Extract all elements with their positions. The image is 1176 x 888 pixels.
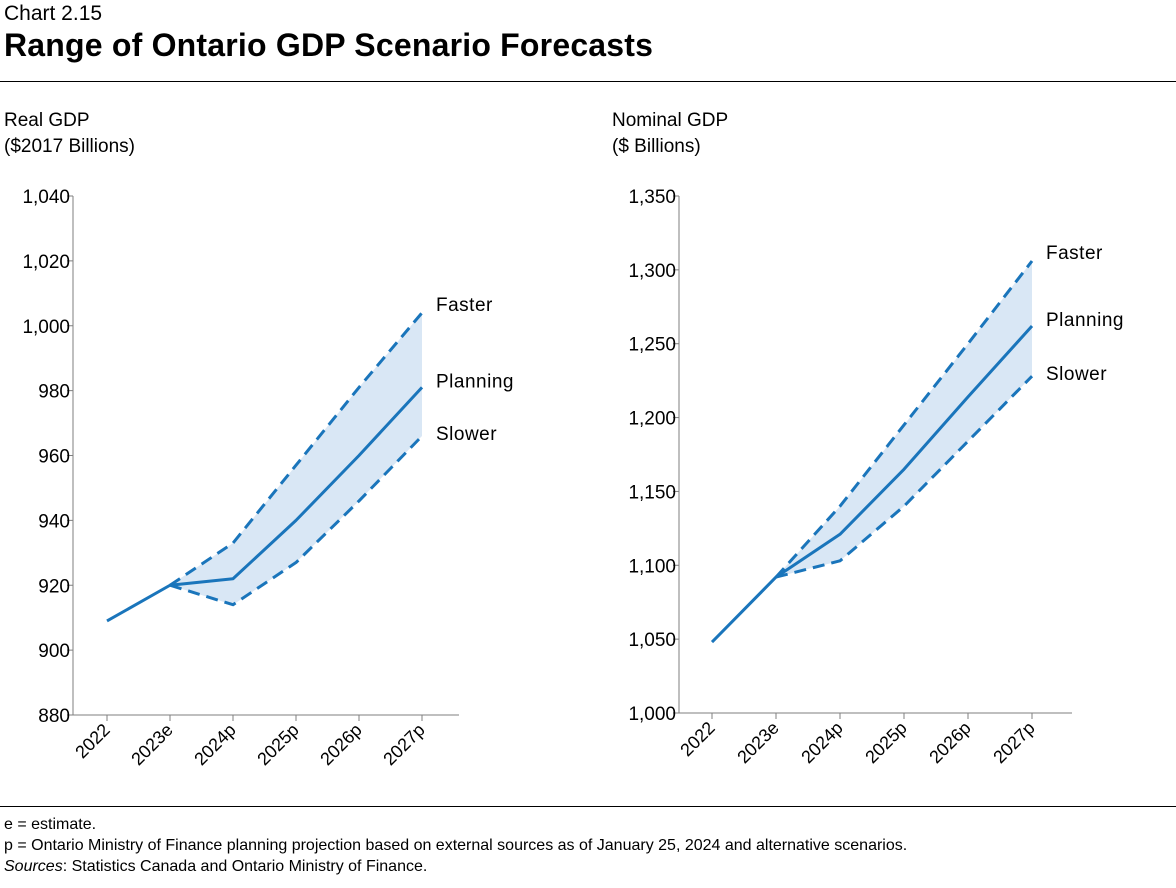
nominal-y-tick-label: 1,050	[628, 630, 676, 651]
real-y-tick-label: 920	[38, 576, 70, 597]
real-series-faster	[169, 311, 424, 587]
nominal-x-tick-label: 2027p	[989, 718, 1039, 768]
nominal-label-planning: Planning	[1046, 310, 1124, 331]
real-x-tick-label: 2022	[71, 720, 113, 762]
nominal-label-slower: Slower	[1046, 364, 1107, 385]
chart-number: Chart 2.15	[4, 2, 103, 25]
real-y-tick-label: 880	[38, 706, 70, 727]
real-y-tick-label: 940	[38, 511, 70, 532]
chart-header: Chart 2.15 Range of Ontario GDP Scenario…	[4, 2, 653, 64]
nominal-label-faster: Faster	[1046, 243, 1103, 264]
nominal-y-tick-label: 1,250	[628, 335, 676, 356]
chart-notes: e = estimate. p = Ontario Ministry of Fi…	[4, 814, 907, 877]
left-unit-line1: Real GDP	[4, 110, 90, 131]
nominal-x-tick-label: 2025p	[861, 718, 911, 768]
real-label-faster: Faster	[436, 295, 493, 316]
real-x-tick-label: 2023e	[127, 720, 177, 770]
nominal-y-tick-label: 1,200	[628, 409, 676, 430]
nominal-gdp-chart: 1,000 1,050 1,100 1,150 1,200 1,250 1,300 1,350…	[628, 187, 1124, 768]
nominal-scenario-band	[776, 260, 1032, 578]
right-unit-line2: ($ Billions)	[612, 136, 701, 157]
right-chart-unit-label: Nominal GDP ($ Billions)	[612, 108, 728, 160]
note-projection: p = Ontario Ministry of Finance planning…	[4, 837, 908, 854]
real-y-tick-label: 900	[38, 641, 70, 662]
nominal-x-tick-label: 2024p	[797, 718, 847, 768]
nominal-series-faster	[774, 260, 1034, 579]
right-unit-line1: Nominal GDP	[612, 110, 729, 131]
notes-rule	[0, 806, 1176, 807]
sources-label: Sources	[4, 858, 63, 875]
nominal-x-tick-label: 2023e	[733, 718, 783, 768]
real-y-tick-label: 1,000	[22, 317, 70, 338]
real-y-tick-label: 1,020	[22, 252, 70, 273]
real-x-tick-label: 2025p	[253, 720, 303, 770]
nominal-x-tick-label: 2026p	[925, 718, 975, 768]
chart-title: Range of Ontario GDP Scenario Forecasts	[4, 27, 654, 63]
real-x-tick-label: 2024p	[190, 720, 240, 770]
real-y-tick-label: 1,040	[22, 187, 70, 208]
real-y-tick-label: 960	[38, 447, 70, 468]
real-y-tick-label: 980	[38, 382, 70, 403]
header-rule	[0, 81, 1176, 82]
nominal-series-planning	[710, 324, 1034, 644]
real-x-tick-label: 2026p	[316, 720, 366, 770]
real-label-planning: Planning	[436, 371, 514, 392]
nominal-y-tick-label: 1,000	[628, 704, 676, 725]
real-scenario-band	[170, 312, 422, 605]
note-estimate: e = estimate.	[4, 816, 97, 833]
nominal-y-tick-label: 1,150	[628, 482, 676, 503]
real-x-tick-label: 2027p	[379, 720, 429, 770]
nominal-x-tick-label: 2022	[676, 718, 718, 760]
nominal-y-tick-label: 1,300	[628, 261, 676, 282]
nominal-y-tick-label: 1,100	[628, 556, 676, 577]
note-sources: Sources: Statistics Canada and Ontario M…	[4, 856, 907, 877]
real-series-slower	[169, 434, 424, 607]
nominal-series-slower	[775, 375, 1034, 579]
left-chart-unit-label: Real GDP ($2017 Billions)	[4, 108, 135, 160]
sources-text: : Statistics Canada and Ontario Ministry…	[62, 858, 428, 875]
nominal-y-tick-label: 1,350	[628, 187, 676, 208]
real-label-slower: Slower	[436, 424, 497, 445]
real-gdp-chart: 880 900 920 940 960 980 1,000 1,020 1,040 2022 202…	[22, 187, 514, 770]
left-unit-line2: ($2017 Billions)	[4, 136, 135, 157]
real-series-planning	[106, 386, 424, 623]
